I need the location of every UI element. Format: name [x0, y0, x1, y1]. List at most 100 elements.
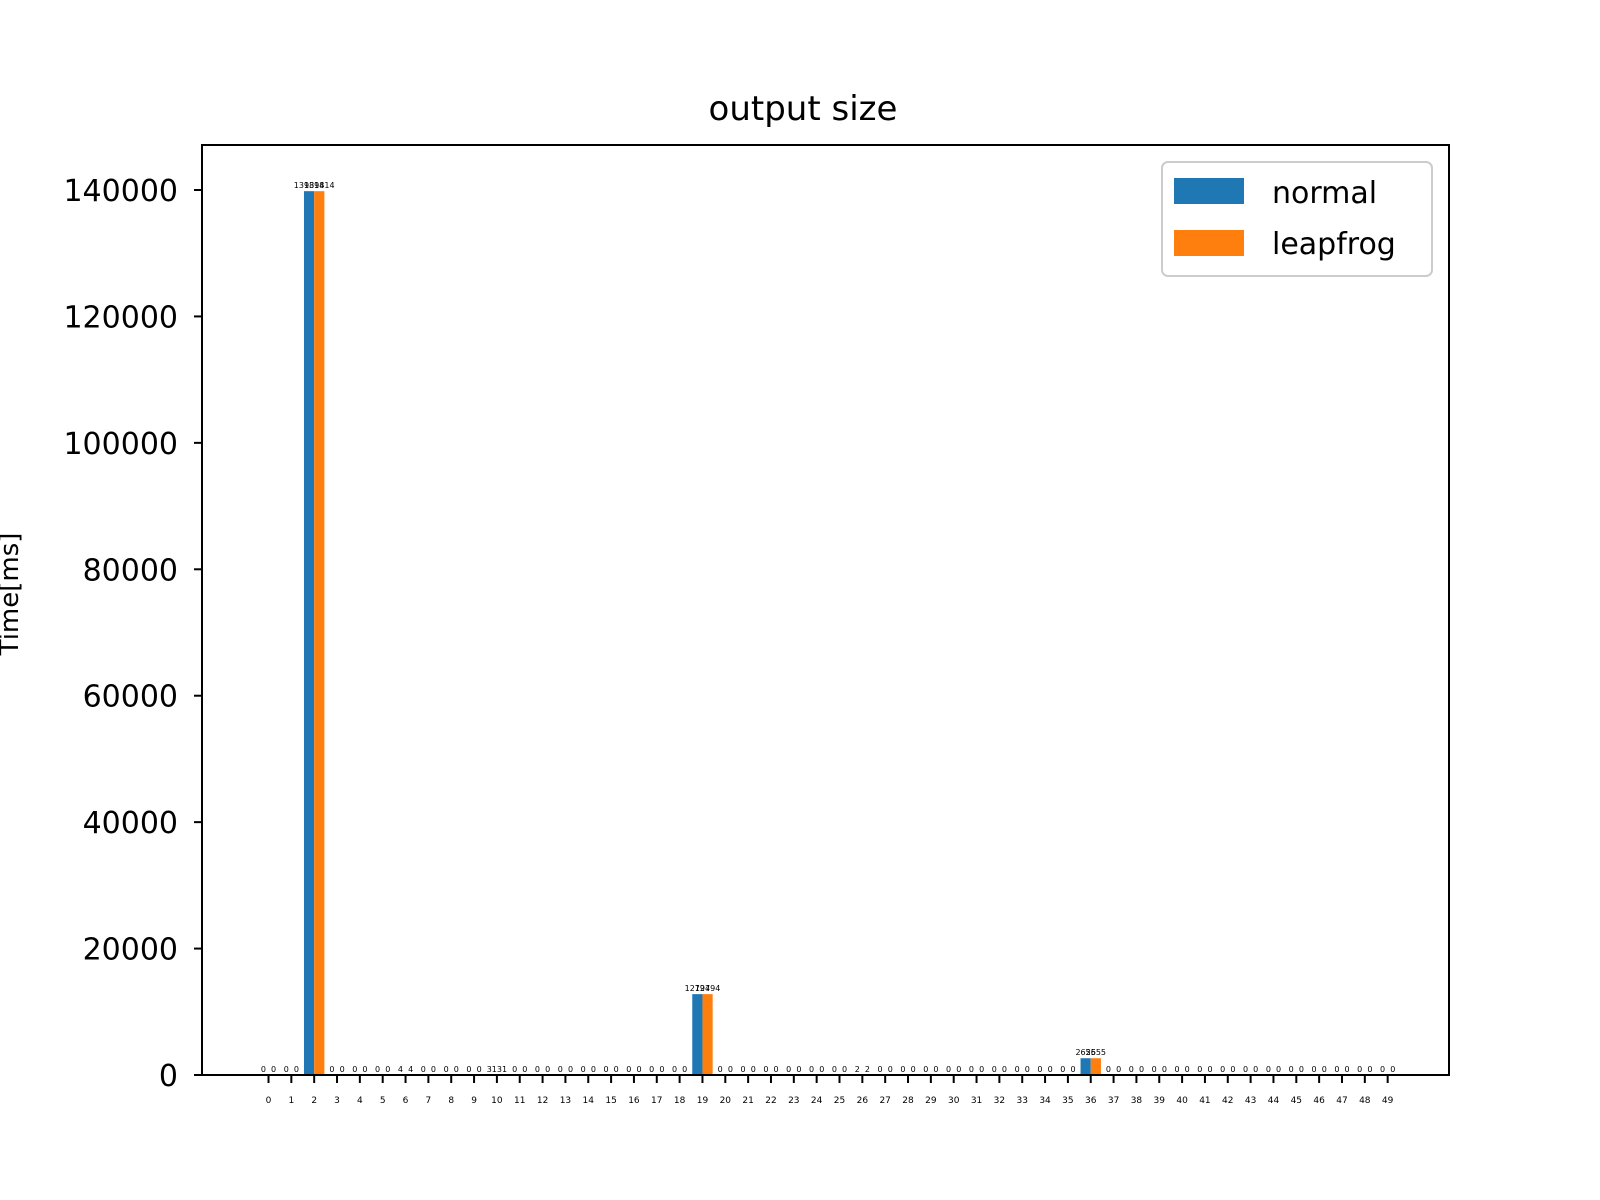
bar-value-label-leapfrog-6: 4: [408, 1065, 413, 1074]
bar-value-label-normal-6: 4: [398, 1065, 403, 1074]
plot-frame: [201, 144, 1450, 1076]
bar-leapfrog-36: [1090, 1058, 1101, 1075]
bar-value-label-normal-7: 0: [421, 1065, 426, 1074]
bar-value-label-normal-31: 0: [969, 1065, 974, 1074]
bar-value-label-normal-17: 0: [649, 1065, 654, 1074]
bar-value-label-normal-47: 0: [1334, 1065, 1339, 1074]
bar-value-label-leapfrog-15: 0: [614, 1065, 619, 1074]
bar-value-label-leapfrog-11: 0: [522, 1065, 527, 1074]
legend-label-normal: normal: [1272, 176, 1377, 211]
x-tick-label-28: 28: [902, 1096, 914, 1106]
bar-value-label-leapfrog-20: 0: [728, 1065, 733, 1074]
bar-value-label-leapfrog-18: 0: [682, 1065, 687, 1074]
bar-value-label-normal-40: 0: [1174, 1065, 1179, 1074]
bar-value-label-leapfrog-25: 0: [842, 1065, 847, 1074]
bar-value-label-leapfrog-47: 0: [1345, 1065, 1350, 1074]
x-tick-label-36: 36: [1085, 1096, 1097, 1106]
bar-value-label-leapfrog-4: 0: [362, 1065, 367, 1074]
x-tick-label-17: 17: [651, 1096, 662, 1106]
x-tick-label-2: 2: [311, 1096, 317, 1106]
bar-value-label-normal-14: 0: [581, 1065, 586, 1074]
x-tick-label-30: 30: [948, 1096, 960, 1106]
bar-value-label-normal-35: 0: [1060, 1065, 1065, 1074]
x-tick-label-42: 42: [1222, 1096, 1233, 1106]
y-tick-label-100000: 100000: [63, 427, 178, 462]
x-tick-label-48: 48: [1359, 1096, 1371, 1106]
bar-value-label-leapfrog-33: 0: [1025, 1065, 1030, 1074]
x-tick-label-23: 23: [788, 1096, 799, 1106]
bar-value-label-normal-16: 0: [626, 1065, 631, 1074]
y-axis-label: Time[ms]: [0, 533, 25, 657]
bar-value-label-normal-42: 0: [1220, 1065, 1225, 1074]
x-tick-label-3: 3: [334, 1096, 340, 1106]
bar-value-label-leapfrog-1: 0: [294, 1065, 299, 1074]
bar-value-label-leapfrog-45: 0: [1299, 1065, 1304, 1074]
y-tick-label-120000: 120000: [63, 300, 178, 335]
bar-value-label-leapfrog-0: 0: [271, 1065, 276, 1074]
bar-value-label-leapfrog-35: 0: [1070, 1065, 1075, 1074]
x-tick-label-29: 29: [925, 1096, 937, 1106]
bar-value-label-leapfrog-37: 0: [1116, 1065, 1121, 1074]
x-tick-label-21: 21: [742, 1096, 753, 1106]
x-tick-label-13: 13: [560, 1096, 571, 1106]
bar-value-label-normal-38: 0: [1129, 1065, 1134, 1074]
bar-value-label-leapfrog-43: 0: [1253, 1065, 1258, 1074]
bar-value-label-leapfrog-48: 0: [1367, 1065, 1372, 1074]
x-tick-label-43: 43: [1245, 1096, 1256, 1106]
bar-value-label-leapfrog-24: 0: [819, 1065, 824, 1074]
bar-value-label-normal-45: 0: [1289, 1065, 1294, 1074]
bar-value-label-normal-24: 0: [809, 1065, 814, 1074]
x-tick-label-15: 15: [605, 1096, 616, 1106]
x-tick-label-39: 39: [1154, 1096, 1166, 1106]
bar-value-label-normal-37: 0: [1106, 1065, 1111, 1074]
bar-value-label-leapfrog-26: 2: [865, 1065, 870, 1074]
legend: normal leapfrog: [1161, 161, 1433, 277]
legend-swatch-leapfrog: [1174, 230, 1244, 256]
bar-value-label-normal-23: 0: [786, 1065, 791, 1074]
x-tick-label-5: 5: [380, 1096, 386, 1106]
bar-value-label-normal-49: 0: [1380, 1065, 1385, 1074]
bar-value-label-normal-15: 0: [603, 1065, 608, 1074]
x-tick-label-40: 40: [1176, 1096, 1188, 1106]
bar-value-label-normal-34: 0: [1037, 1065, 1042, 1074]
bar-value-label-leapfrog-2: 139814: [304, 181, 335, 190]
y-axis: 0 20000 40000 60000 80000 100000 120000 140000: [63, 174, 202, 1094]
bar-value-label-leapfrog-3: 0: [340, 1065, 345, 1074]
bar-value-label-normal-46: 0: [1311, 1065, 1316, 1074]
bar-value-label-normal-4: 0: [352, 1065, 357, 1074]
bar-value-label-normal-11: 0: [512, 1065, 517, 1074]
x-tick-label-8: 8: [448, 1096, 454, 1106]
x-tick-label-0: 0: [266, 1096, 272, 1106]
bar-value-label-leapfrog-46: 0: [1322, 1065, 1327, 1074]
bar-value-label-leapfrog-44: 0: [1276, 1065, 1281, 1074]
bar-value-label-leapfrog-31: 0: [979, 1065, 984, 1074]
bar-value-label-normal-41: 0: [1197, 1065, 1202, 1074]
x-tick-label-4: 4: [357, 1096, 363, 1106]
x-tick-label-47: 47: [1336, 1096, 1347, 1106]
bar-value-label-normal-32: 0: [992, 1065, 997, 1074]
bar-value-label-normal-10: 31: [487, 1065, 497, 1074]
x-tick-label-14: 14: [583, 1096, 595, 1106]
bar-value-label-leapfrog-34: 0: [1048, 1065, 1053, 1074]
bar-value-label-normal-28: 0: [900, 1065, 905, 1074]
bar-value-label-leapfrog-17: 0: [659, 1065, 664, 1074]
bar-value-label-leapfrog-21: 0: [751, 1065, 756, 1074]
bar-normal-19: [692, 994, 703, 1075]
bar-value-label-normal-44: 0: [1266, 1065, 1271, 1074]
bar-value-label-leapfrog-42: 0: [1230, 1065, 1235, 1074]
bar-value-label-normal-12: 0: [535, 1065, 540, 1074]
x-tick-label-1: 1: [288, 1096, 294, 1106]
bar-value-label-normal-5: 0: [375, 1065, 380, 1074]
bar-value-label-normal-27: 0: [878, 1065, 883, 1074]
bar-value-label-normal-48: 0: [1357, 1065, 1362, 1074]
x-tick-label-49: 49: [1382, 1096, 1394, 1106]
bar-value-label-leapfrog-28: 0: [911, 1065, 916, 1074]
bar-value-label-leapfrog-41: 0: [1207, 1065, 1212, 1074]
x-tick-label-32: 32: [994, 1096, 1005, 1106]
x-tick-label-33: 33: [1016, 1096, 1027, 1106]
bar-value-label-leapfrog-23: 0: [796, 1065, 801, 1074]
bar-value-label-normal-26: 2: [855, 1065, 860, 1074]
x-tick-label-19: 19: [697, 1096, 709, 1106]
bar-value-label-normal-33: 0: [1015, 1065, 1020, 1074]
